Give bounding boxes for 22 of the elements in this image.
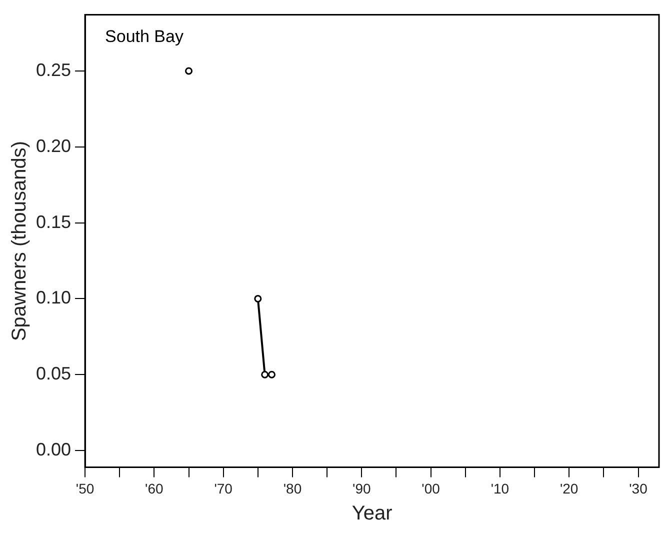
x-tick-label: '10 — [490, 480, 510, 496]
point — [268, 370, 276, 378]
x-axis-title: Year — [352, 502, 393, 525]
y-axis-title: Spawners (thousands) — [8, 140, 31, 342]
y-tick-label: 0.20 — [36, 136, 72, 156]
x-tick-label: '00 — [422, 480, 440, 496]
y-tick-label: 0.15 — [36, 212, 72, 232]
y-tick-label: 0.00 — [36, 439, 72, 460]
point — [254, 294, 262, 302]
point — [261, 370, 269, 378]
x-tick-label: '80 — [283, 480, 302, 496]
x-tick-label: '50 — [76, 480, 94, 496]
x-tick-label: '60 — [145, 480, 164, 496]
annotation: South Bay — [105, 26, 184, 46]
y-tick-label: 0.05 — [36, 364, 72, 384]
x-tick-label: '90 — [352, 480, 371, 496]
x-tick-label: '70 — [214, 480, 233, 496]
y-tick-label: 0.25 — [36, 60, 72, 80]
x-tick-label: '30 — [629, 480, 648, 496]
y-tick-label: 0.10 — [36, 288, 72, 308]
point — [185, 67, 193, 75]
x-tick-label: '20 — [560, 480, 578, 496]
